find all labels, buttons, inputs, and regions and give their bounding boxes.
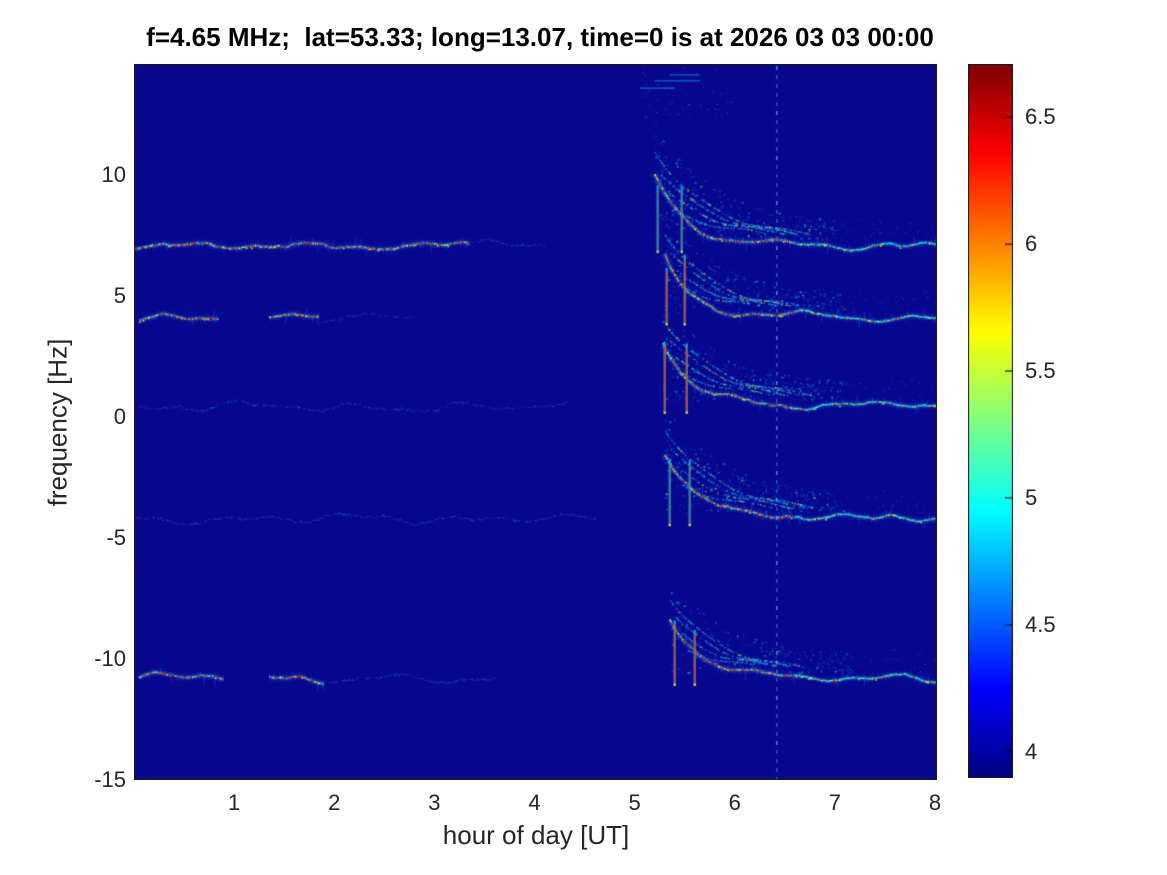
colorbar-tick-label: 4	[1025, 738, 1038, 764]
colorbar-tick-label: 6	[1025, 231, 1038, 257]
x-tick-label: 8	[928, 790, 942, 815]
y-tick-label: 5	[113, 283, 126, 309]
x-tick-label: 3	[428, 790, 441, 815]
x-tick-label: 2	[328, 790, 341, 815]
y-tick-label: 10	[101, 162, 126, 188]
y-tick-label: 0	[113, 404, 126, 430]
x-tick-label: 4	[528, 790, 541, 815]
colorbar-canvas	[968, 64, 1013, 778]
x-axis-label: hour of day [UT]	[442, 820, 630, 850]
colorbar-tick-label: 5.5	[1025, 358, 1056, 384]
y-tick-label: -10	[94, 646, 126, 672]
x-tick-label: 1	[227, 790, 241, 815]
colorbar-tick-label: 5	[1025, 484, 1038, 510]
spectrogram-canvas	[134, 64, 937, 780]
x-tick-label: 7	[828, 790, 841, 815]
y-tick-label: -15	[94, 767, 126, 792]
y-tick-label: -5	[106, 525, 126, 551]
colorbar-tick-label: 6.5	[1025, 104, 1056, 130]
x-tick-label: 6	[728, 790, 741, 815]
plot-title: f=4.65 MHz; lat=53.33; long=13.07, time=…	[146, 22, 934, 52]
colorbar-tick-label: 4.5	[1025, 611, 1056, 637]
x-tick-label: 5	[628, 790, 641, 815]
